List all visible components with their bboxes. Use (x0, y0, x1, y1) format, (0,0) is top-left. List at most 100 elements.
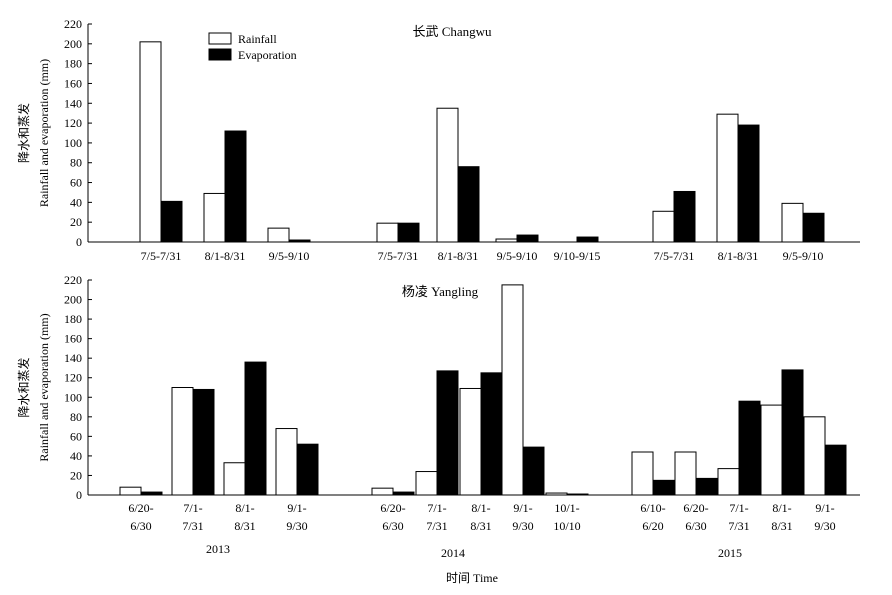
bar-rainfall (171, 387, 194, 496)
x-category-label: 8/1-8/31 (234, 501, 255, 533)
legend-label-evaporation: Evaporation (238, 48, 297, 62)
y-axis-label-cn: 降水和蒸发 (16, 357, 31, 417)
bar-evaporation (392, 491, 415, 496)
bar-evaporation (738, 400, 761, 496)
bar-evaporation (480, 372, 503, 496)
x-category-label: 7/5-7/31 (378, 249, 419, 263)
bar-rainfall (545, 492, 568, 496)
bar-evaporation (288, 239, 311, 243)
bar-evaporation (566, 493, 589, 496)
bar-rainfall (267, 227, 290, 243)
chart-title: 长武 Changwu (412, 24, 492, 39)
x-category-label: 9/10-9/15 (554, 249, 601, 263)
y-tick-label: 40 (70, 195, 82, 209)
bar-rainfall (501, 284, 524, 496)
bar-evaporation (737, 124, 760, 243)
legend-label-rainfall: Rainfall (238, 32, 277, 46)
bar-evaporation (695, 477, 718, 496)
x-category-label: 9/5-9/10 (269, 249, 310, 263)
chart-panel-2: 0 20 40 60 80 100 120 140 160 180 200 220 降水和蒸发 Rainf… (16, 273, 860, 585)
bar-evaporation (140, 491, 163, 496)
x-category-label: 6/10-6/20 (640, 501, 665, 533)
y-tick-label: 200 (64, 293, 82, 307)
x-category-label: 6/20-6/30 (380, 501, 405, 533)
bar-rainfall (119, 486, 142, 496)
bar-rainfall (275, 428, 298, 496)
bar-evaporation (397, 222, 420, 243)
bar-rainfall (376, 222, 399, 243)
x-category-label: 7/1-7/31 (182, 501, 203, 533)
bar-evaporation (824, 444, 847, 496)
x-category-label: 9/1-9/30 (286, 501, 307, 533)
bar-rainfall (459, 387, 482, 496)
bar-evaporation (296, 443, 319, 496)
x-axis-label: 时间 Time (446, 571, 498, 585)
y-tick-label: 160 (64, 332, 82, 346)
y-tick-label: 100 (64, 390, 82, 404)
chart-panel-1: 0 20 40 60 80 100 120 140 160 180 200 220 降水和蒸发 Rainf… (16, 17, 860, 263)
x-category-label: 9/1-9/30 (814, 501, 835, 533)
bar-evaporation (802, 212, 825, 243)
bar-rainfall (674, 451, 697, 496)
bar-evaporation (522, 446, 545, 496)
bar-rainfall (436, 107, 459, 243)
x-category-label: 7/5-7/31 (141, 249, 182, 263)
bar-evaporation (673, 190, 696, 243)
y-tick-label: 220 (64, 17, 82, 31)
bar-evaporation (436, 370, 459, 496)
bar-rainfall (652, 210, 675, 243)
x-category-label: 8/1-8/31 (205, 249, 246, 263)
bar-rainfall (781, 202, 804, 243)
y-tick-label: 160 (64, 76, 82, 90)
bar-rainfall (415, 471, 438, 496)
bar-rainfall (760, 404, 783, 496)
bar-rainfall (495, 238, 518, 243)
bar-evaporation (576, 236, 599, 243)
bar-rainfall (717, 468, 740, 496)
y-axis-label-cn: 降水和蒸发 (16, 103, 31, 163)
y-tick-label: 80 (70, 156, 82, 170)
y-tick-label: 200 (64, 37, 82, 51)
y-tick-label: 120 (64, 116, 82, 130)
bar-rainfall (631, 451, 654, 496)
y-tick-label: 20 (70, 215, 82, 229)
y-tick-label: 180 (64, 57, 82, 71)
x-category-label: 9/1-9/30 (512, 501, 533, 533)
year-label: 2013 (206, 542, 230, 556)
chart-title: 杨凌 Yangling (402, 284, 479, 299)
legend-swatch-rainfall (208, 32, 232, 45)
y-tick-label: 120 (64, 371, 82, 385)
y-tick-label: 180 (64, 312, 82, 326)
y-tick-label: 80 (70, 410, 82, 424)
y-tick-label: 140 (64, 96, 82, 110)
y-tick-label: 20 (70, 468, 82, 482)
x-category-label: 8/1-8/31 (771, 501, 792, 533)
x-category-label: 9/5-9/10 (783, 249, 824, 263)
y-tick-label: 220 (64, 273, 82, 287)
y-axis-label-en: Rainfall and evaporation (mm) (37, 59, 51, 207)
x-category-label: 8/1-8/31 (438, 249, 479, 263)
y-tick-label: 60 (70, 176, 82, 190)
bar-rainfall (716, 113, 739, 243)
x-category-label: 6/20-6/30 (683, 501, 708, 533)
x-category-label: 8/1-8/31 (470, 501, 491, 533)
y-axis-label-en: Rainfall and evaporation (mm) (37, 313, 51, 461)
bar-rainfall (139, 41, 162, 243)
bar-evaporation (192, 388, 215, 496)
x-category-label: 7/1-7/31 (728, 501, 749, 533)
x-category-label: 6/20-6/30 (128, 501, 153, 533)
bar-evaporation (160, 200, 183, 243)
bar-rainfall (803, 416, 826, 496)
y-tick-label: 40 (70, 449, 82, 463)
x-category-label: 9/5-9/10 (497, 249, 538, 263)
bar-evaporation (516, 234, 539, 243)
x-category-label: 10/1-10/10 (553, 501, 580, 533)
y-tick-label: 140 (64, 351, 82, 365)
y-tick-label: 0 (76, 488, 82, 502)
x-category-label: 7/5-7/31 (654, 249, 695, 263)
y-tick-label: 60 (70, 429, 82, 443)
year-label: 2014 (441, 546, 465, 560)
legend-swatch-evaporation (208, 48, 232, 61)
y-tick-label: 100 (64, 136, 82, 150)
